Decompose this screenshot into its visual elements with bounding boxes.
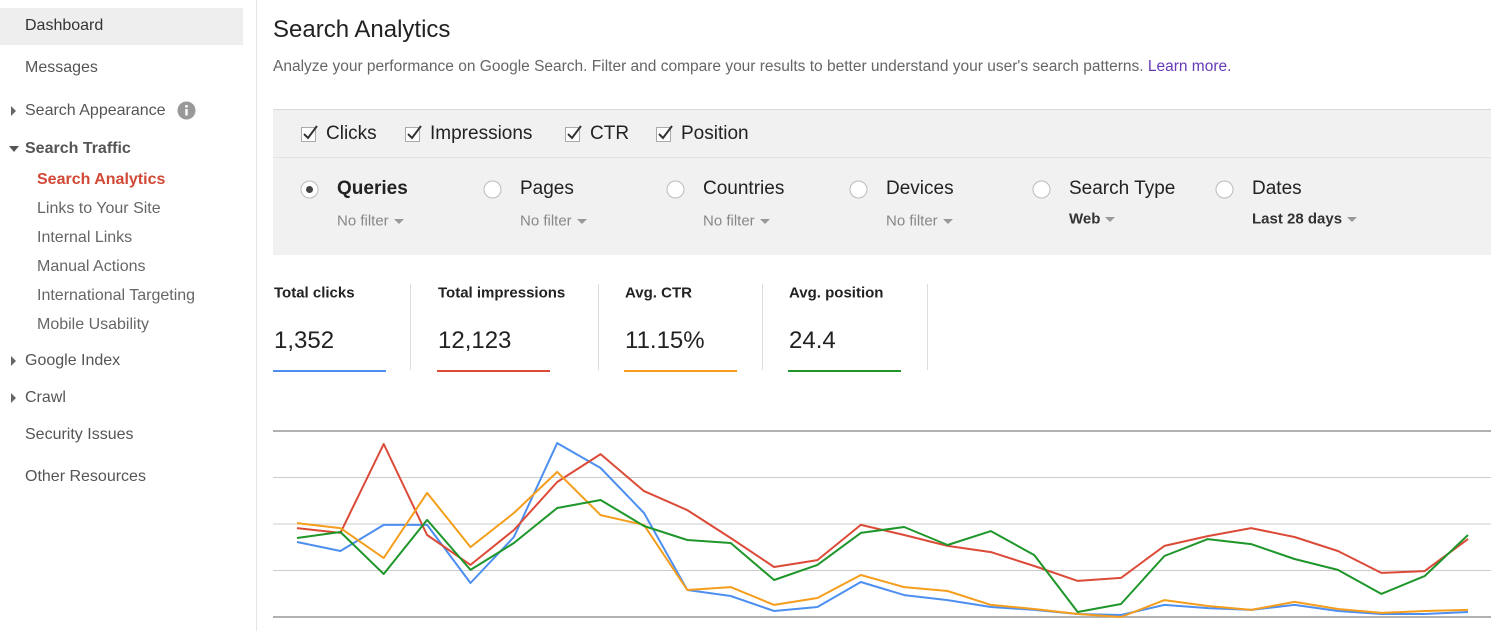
nav-subitem[interactable]: Mobile Usability xyxy=(37,316,150,333)
nav-item[interactable]: Dashboard xyxy=(25,17,104,34)
description-text: Analyze your performance on Google Searc… xyxy=(273,58,1144,75)
metric-label[interactable]: Position xyxy=(681,123,749,144)
line-chart xyxy=(273,430,1491,618)
checkbox[interactable] xyxy=(565,125,582,142)
dropdown-arrow[interactable] xyxy=(576,219,587,224)
checkbox[interactable] xyxy=(301,125,318,142)
grouping-label[interactable]: Devices xyxy=(886,178,954,199)
nav-item[interactable]: Search Traffic xyxy=(25,140,131,157)
nav-item[interactable]: Google Index xyxy=(25,352,121,369)
sidebar-border xyxy=(256,0,257,631)
grouping-filter[interactable]: Web xyxy=(1069,210,1101,228)
total-underline xyxy=(624,370,737,372)
radio[interactable] xyxy=(849,180,868,199)
dropdown-arrow[interactable] xyxy=(942,219,953,224)
checkbox[interactable] xyxy=(656,125,673,142)
grouping-filter[interactable]: No filter xyxy=(337,212,389,230)
nav-item[interactable]: Other Resources xyxy=(25,468,146,485)
expand-arrow xyxy=(11,106,16,116)
radio[interactable] xyxy=(666,180,685,199)
total-separator xyxy=(762,284,763,370)
metric-label[interactable]: CTR xyxy=(590,123,630,144)
total-underline xyxy=(273,370,386,372)
grouping-label[interactable]: Search Type xyxy=(1069,178,1176,199)
info-icon[interactable] xyxy=(177,101,196,120)
nav-item[interactable]: Search Appearance xyxy=(25,102,166,119)
nav-item[interactable]: Security Issues xyxy=(25,426,134,443)
nav-subitem[interactable]: Internal Links xyxy=(37,229,133,246)
grouping-filter[interactable]: No filter xyxy=(886,212,938,230)
radio[interactable] xyxy=(1032,180,1051,199)
dropdown-arrow[interactable] xyxy=(1347,217,1358,222)
grouping-label[interactable]: Countries xyxy=(703,178,785,199)
radio[interactable] xyxy=(1215,180,1234,199)
grouping-filter[interactable]: No filter xyxy=(703,212,755,230)
series-line xyxy=(296,442,1469,616)
grouping-filter[interactable]: Last 28 days xyxy=(1252,210,1343,228)
nav-subitem[interactable]: International Targeting xyxy=(37,287,196,304)
total-separator xyxy=(410,284,411,370)
total-label[interactable]: Total impressions xyxy=(438,284,566,302)
radio[interactable] xyxy=(300,180,319,199)
filter-panel xyxy=(273,109,1491,255)
grouping-label[interactable]: Queries xyxy=(337,178,408,199)
page-description: Analyze your performance on Google Searc… xyxy=(273,58,1231,76)
learn-more-link[interactable]: Learn more. xyxy=(1147,58,1232,75)
total-value[interactable]: 12,123 xyxy=(438,327,512,354)
checkbox[interactable] xyxy=(405,125,422,142)
grouping-label[interactable]: Pages xyxy=(520,178,574,199)
metric-label[interactable]: Clicks xyxy=(326,123,377,144)
grouping-label[interactable]: Dates xyxy=(1252,178,1302,199)
nav-subitem[interactable]: Manual Actions xyxy=(37,258,146,275)
page-title: Search Analytics xyxy=(273,16,451,43)
dropdown-arrow[interactable] xyxy=(759,219,770,224)
total-label[interactable]: Avg. position xyxy=(789,284,884,302)
total-label[interactable]: Avg. CTR xyxy=(625,284,692,302)
series-line xyxy=(296,499,1469,613)
nav-item[interactable]: Crawl xyxy=(25,389,66,406)
nav-subitem-active[interactable]: Search Analytics xyxy=(37,171,166,188)
panel-divider xyxy=(273,157,1491,158)
collapse-arrow xyxy=(9,146,19,152)
total-underline xyxy=(437,370,550,372)
nav-subitem[interactable]: Links to Your Site xyxy=(37,200,161,217)
expand-arrow xyxy=(11,393,16,403)
total-label[interactable]: Total clicks xyxy=(274,284,355,302)
total-value[interactable]: 24.4 xyxy=(789,327,836,354)
total-separator xyxy=(927,284,928,370)
series-line xyxy=(296,443,1469,582)
total-separator xyxy=(598,284,599,370)
total-underline xyxy=(788,370,901,372)
nav-item[interactable]: Messages xyxy=(25,59,98,76)
series-line xyxy=(296,470,1469,618)
dropdown-arrow[interactable] xyxy=(1105,217,1116,222)
nav-active-bg xyxy=(0,8,243,45)
dropdown-arrow[interactable] xyxy=(393,219,404,224)
total-value[interactable]: 1,352 xyxy=(274,327,335,354)
total-value[interactable]: 11.15% xyxy=(625,327,705,354)
metric-label[interactable]: Impressions xyxy=(430,123,533,144)
expand-arrow xyxy=(11,356,16,366)
radio[interactable] xyxy=(483,180,502,199)
grouping-filter[interactable]: No filter xyxy=(520,212,572,230)
